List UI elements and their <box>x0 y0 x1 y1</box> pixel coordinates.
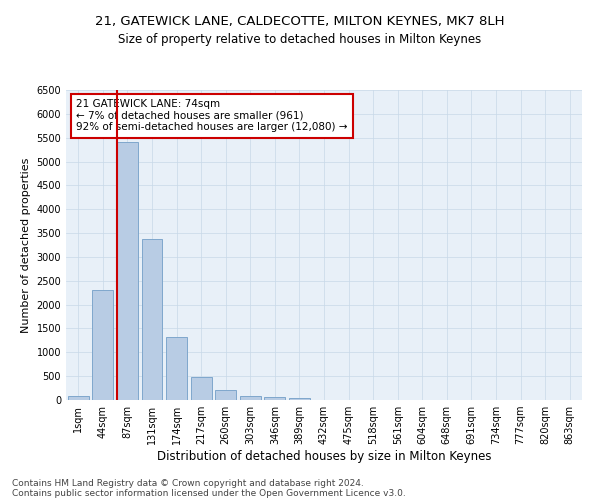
Bar <box>117 142 138 400</box>
Text: Contains public sector information licensed under the Open Government Licence v3: Contains public sector information licen… <box>12 488 406 498</box>
Bar <box>92 290 113 400</box>
Bar <box>215 390 236 400</box>
Bar <box>191 377 212 400</box>
Bar <box>289 398 310 400</box>
Y-axis label: Number of detached properties: Number of detached properties <box>21 158 31 332</box>
Bar <box>142 239 163 400</box>
Bar <box>240 396 261 400</box>
Text: Contains HM Land Registry data © Crown copyright and database right 2024.: Contains HM Land Registry data © Crown c… <box>12 478 364 488</box>
X-axis label: Distribution of detached houses by size in Milton Keynes: Distribution of detached houses by size … <box>157 450 491 463</box>
Text: 21, GATEWICK LANE, CALDECOTTE, MILTON KEYNES, MK7 8LH: 21, GATEWICK LANE, CALDECOTTE, MILTON KE… <box>95 15 505 28</box>
Bar <box>166 337 187 400</box>
Text: 21 GATEWICK LANE: 74sqm
← 7% of detached houses are smaller (961)
92% of semi-de: 21 GATEWICK LANE: 74sqm ← 7% of detached… <box>76 100 348 132</box>
Bar <box>265 398 286 400</box>
Text: Size of property relative to detached houses in Milton Keynes: Size of property relative to detached ho… <box>118 32 482 46</box>
Bar <box>68 396 89 400</box>
